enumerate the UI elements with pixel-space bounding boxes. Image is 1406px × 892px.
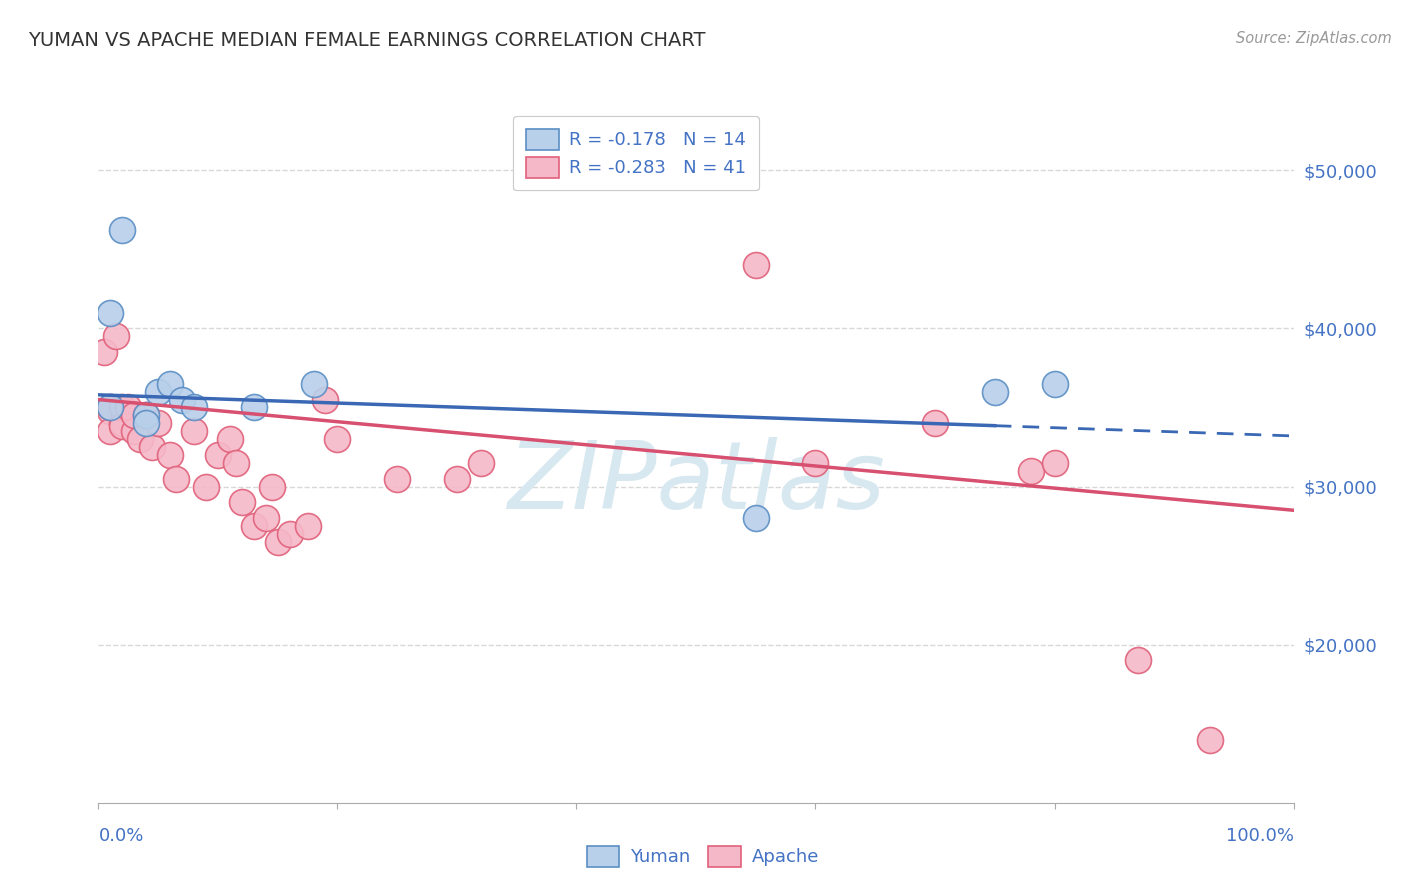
Point [1043,376,1066,391]
Point [924,417,946,431]
Point [93,345,115,359]
Point [159,448,181,462]
Point [243,401,266,415]
Point [1198,732,1220,747]
Legend: R = -0.178   N = 14, R = -0.283   N = 41: R = -0.178 N = 14, R = -0.283 N = 41 [513,116,759,190]
Legend: Yuman, Apache: Yuman, Apache [579,838,827,874]
Point [260,479,283,493]
Point [183,401,205,415]
Point [446,472,468,486]
Point [135,409,157,423]
Point [172,392,194,407]
Point [243,519,266,533]
Point [1019,464,1042,478]
Point [111,419,134,434]
Text: 100.0%: 100.0% [1226,827,1294,845]
Point [1043,456,1066,470]
Point [141,440,163,454]
Point [135,417,157,431]
Point [148,417,170,431]
Point [297,519,319,533]
Point [1128,653,1150,667]
Point [124,409,146,423]
Point [159,376,181,391]
Point [111,401,134,415]
Point [385,472,409,486]
Point [315,392,337,407]
Point [984,384,1007,399]
Point [129,432,152,446]
Point [111,223,134,237]
Point [219,432,242,446]
Point [254,511,277,525]
Point [225,456,247,470]
Point [278,527,301,541]
Text: 0.0%: 0.0% [98,827,143,845]
Point [267,535,290,549]
Point [804,456,827,470]
Point [148,384,170,399]
Point [183,424,205,438]
Point [98,403,122,417]
Point [470,456,492,470]
Point [745,258,768,272]
Point [98,401,122,415]
Point [124,424,146,438]
Point [326,432,349,446]
Point [231,495,253,509]
Point [194,479,218,493]
Text: ZIPatlas: ZIPatlas [508,437,884,528]
Point [207,448,229,462]
Text: Source: ZipAtlas.com: Source: ZipAtlas.com [1236,31,1392,46]
Point [745,511,768,525]
Point [302,376,325,391]
Point [117,401,139,415]
Point [165,472,187,486]
Point [111,417,134,431]
Text: YUMAN VS APACHE MEDIAN FEMALE EARNINGS CORRELATION CHART: YUMAN VS APACHE MEDIAN FEMALE EARNINGS C… [28,31,706,50]
Point [98,424,122,438]
Point [105,329,128,343]
Point [98,305,122,319]
Point [135,409,157,423]
Point [98,401,122,415]
